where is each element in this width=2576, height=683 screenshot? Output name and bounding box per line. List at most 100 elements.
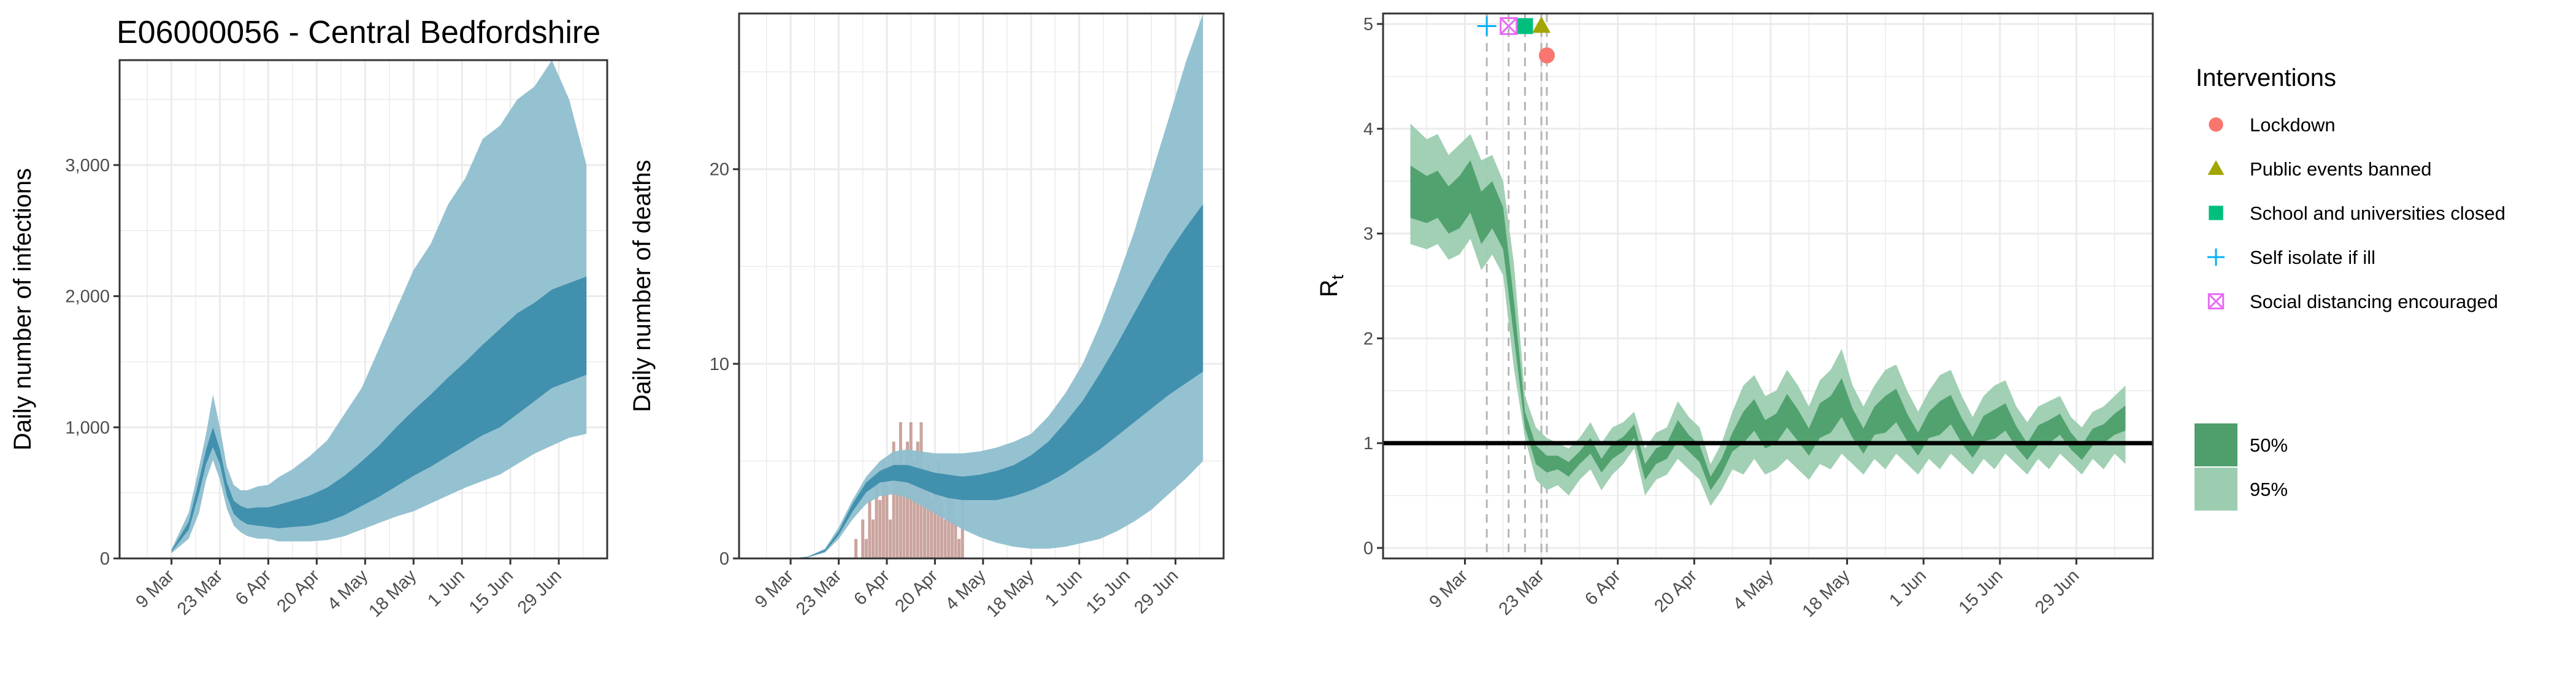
legend-marker-social_distancing-d2: [2208, 293, 2224, 309]
death-bar: [854, 539, 858, 558]
death-bar: [889, 519, 892, 558]
x-tick-label: 1 Jun: [1885, 566, 1930, 611]
band-ci50-infections: [171, 276, 587, 552]
x-tick-label: 1 Jun: [424, 566, 469, 611]
intervention-marker-social_distancing-box: [1500, 17, 1518, 35]
death-bar: [871, 519, 875, 558]
y-tick-label: 10: [710, 355, 729, 374]
death-bar: [885, 480, 889, 558]
x-tick-label: 4 May: [1729, 566, 1777, 614]
death-bar: [950, 500, 954, 558]
intervention-marker-lockdown: [1539, 47, 1555, 64]
legend-key-public_events: [2207, 160, 2225, 175]
death-bar: [861, 519, 865, 558]
death-bar: [957, 539, 961, 558]
y-axis-title-text: Daily number of deaths: [629, 160, 656, 412]
intervention-marker-public_events: [1532, 16, 1551, 33]
death-bar: [933, 480, 937, 558]
legend-marker-social_distancing-box: [2207, 293, 2225, 310]
legend-key-self_isolate: [2207, 248, 2225, 266]
x-tick-label: 20 Apr: [273, 566, 323, 616]
y-tick-label: 1,000: [65, 418, 110, 438]
x-tick-label: 29 Jun: [514, 566, 565, 617]
legend-title: Interventions: [2196, 64, 2336, 91]
y-tick-label: 20: [710, 160, 729, 180]
death-bar: [892, 441, 895, 558]
legend-label-self_isolate: Self isolate if ill: [2250, 247, 2375, 268]
y-axis-title: Rt: [1316, 274, 1347, 297]
death-bar: [881, 461, 885, 558]
death-bar: [864, 539, 868, 558]
x-tick-label: 29 Jun: [2031, 566, 2083, 617]
x-tick-label: 15 Jun: [466, 566, 517, 617]
band-ci50-rt: [1410, 160, 2126, 491]
x-tick-label: 1 Jun: [1041, 566, 1086, 611]
legend-label-lockdown: Lockdown: [2250, 114, 2336, 136]
legend-marker-social_distancing: [2207, 293, 2225, 310]
panel-border: [1382, 12, 2154, 560]
x-tick-label: 9 Mar: [751, 566, 797, 612]
intervention-marker-schools: [1517, 18, 1533, 34]
legend-ci-label: 50%: [2250, 434, 2288, 456]
y-tick-label: 2,000: [65, 287, 110, 307]
y-axis-title-text: Daily number of infections: [9, 168, 36, 450]
y-tick-label: 4: [1363, 120, 1373, 139]
legend-key-schools: [2209, 206, 2223, 220]
x-tick-label: 6 Apr: [850, 566, 894, 609]
legend-swatch-50pct: [2195, 423, 2237, 466]
x-tick-label: 6 Apr: [1581, 566, 1625, 609]
intervention-marker-self_isolate: [1477, 16, 1497, 36]
death-bar: [913, 461, 916, 558]
death-bar: [954, 519, 957, 558]
legend-swatch-95pct: [2195, 468, 2237, 511]
legend-label-schools: School and universities closed: [2250, 203, 2505, 224]
legend-marker-self_isolate: [2207, 248, 2225, 266]
panel-rt: 0 1 2 3 4 5 9 Mar 23 Mar 6 Apr 20 Apr 4 May 18 May 1…: [1316, 12, 2154, 621]
plot-title: E06000056 - Central Bedfordshire: [117, 15, 600, 50]
legend-ci-label: 95%: [2250, 479, 2288, 500]
y-tick-label: 3,000: [65, 156, 110, 176]
y-axis-title: Daily number of infections: [9, 168, 36, 450]
legend-marker-public_events: [2207, 160, 2225, 175]
x-tick-label: 23 Mar: [174, 566, 227, 619]
y-axis-title-subscript: t: [1328, 274, 1347, 279]
x-tick-label: 9 Mar: [1425, 566, 1471, 612]
legend-key-lockdown: [2209, 117, 2223, 132]
death-bar: [878, 500, 882, 558]
death-bar: [902, 480, 906, 558]
x-tick-label: 18 May: [1799, 566, 1854, 621]
x-tick-label: 20 Apr: [1650, 566, 1701, 616]
legend-marker-schools: [2209, 206, 2223, 220]
y-tick-label: 0: [719, 549, 729, 569]
band-ci50-deaths: [791, 204, 1203, 558]
x-tick-label: 9 Mar: [132, 566, 178, 612]
legend-label-public_events: Public events banned: [2250, 158, 2431, 180]
death-bar: [868, 500, 872, 558]
intervention-marker-social_distancing-d2: [1500, 17, 1517, 35]
x-tick-label: 18 May: [983, 566, 1038, 621]
y-tick-label: 0: [100, 549, 110, 569]
death-bar: [895, 461, 899, 558]
death-bar: [943, 519, 947, 558]
legend-marker-lockdown: [2209, 117, 2223, 132]
x-tick-label: 23 Mar: [1495, 566, 1549, 619]
x-tick-label: 20 Apr: [891, 566, 941, 616]
y-tick-label: 5: [1363, 15, 1373, 34]
intervention-marker-social_distancing: [1500, 17, 1518, 35]
x-tick-label: 15 Jun: [1955, 566, 2007, 617]
x-tick-label: 6 Apr: [232, 566, 275, 609]
x-tick-label: 15 Jun: [1083, 566, 1134, 617]
y-axis-title-text: R: [1316, 279, 1343, 297]
y-tick-label: 1: [1363, 434, 1373, 453]
x-tick-label: 18 May: [365, 566, 420, 621]
legend-label-social_distancing: Social distancing encouraged: [2250, 291, 2498, 312]
death-bar: [923, 480, 927, 558]
panel-border: [738, 12, 1225, 560]
y-tick-label: 3: [1363, 225, 1373, 244]
x-tick-label: 23 Mar: [792, 566, 846, 619]
legend-key-social_distancing: [2207, 293, 2225, 310]
y-tick-label: 0: [1363, 539, 1373, 558]
